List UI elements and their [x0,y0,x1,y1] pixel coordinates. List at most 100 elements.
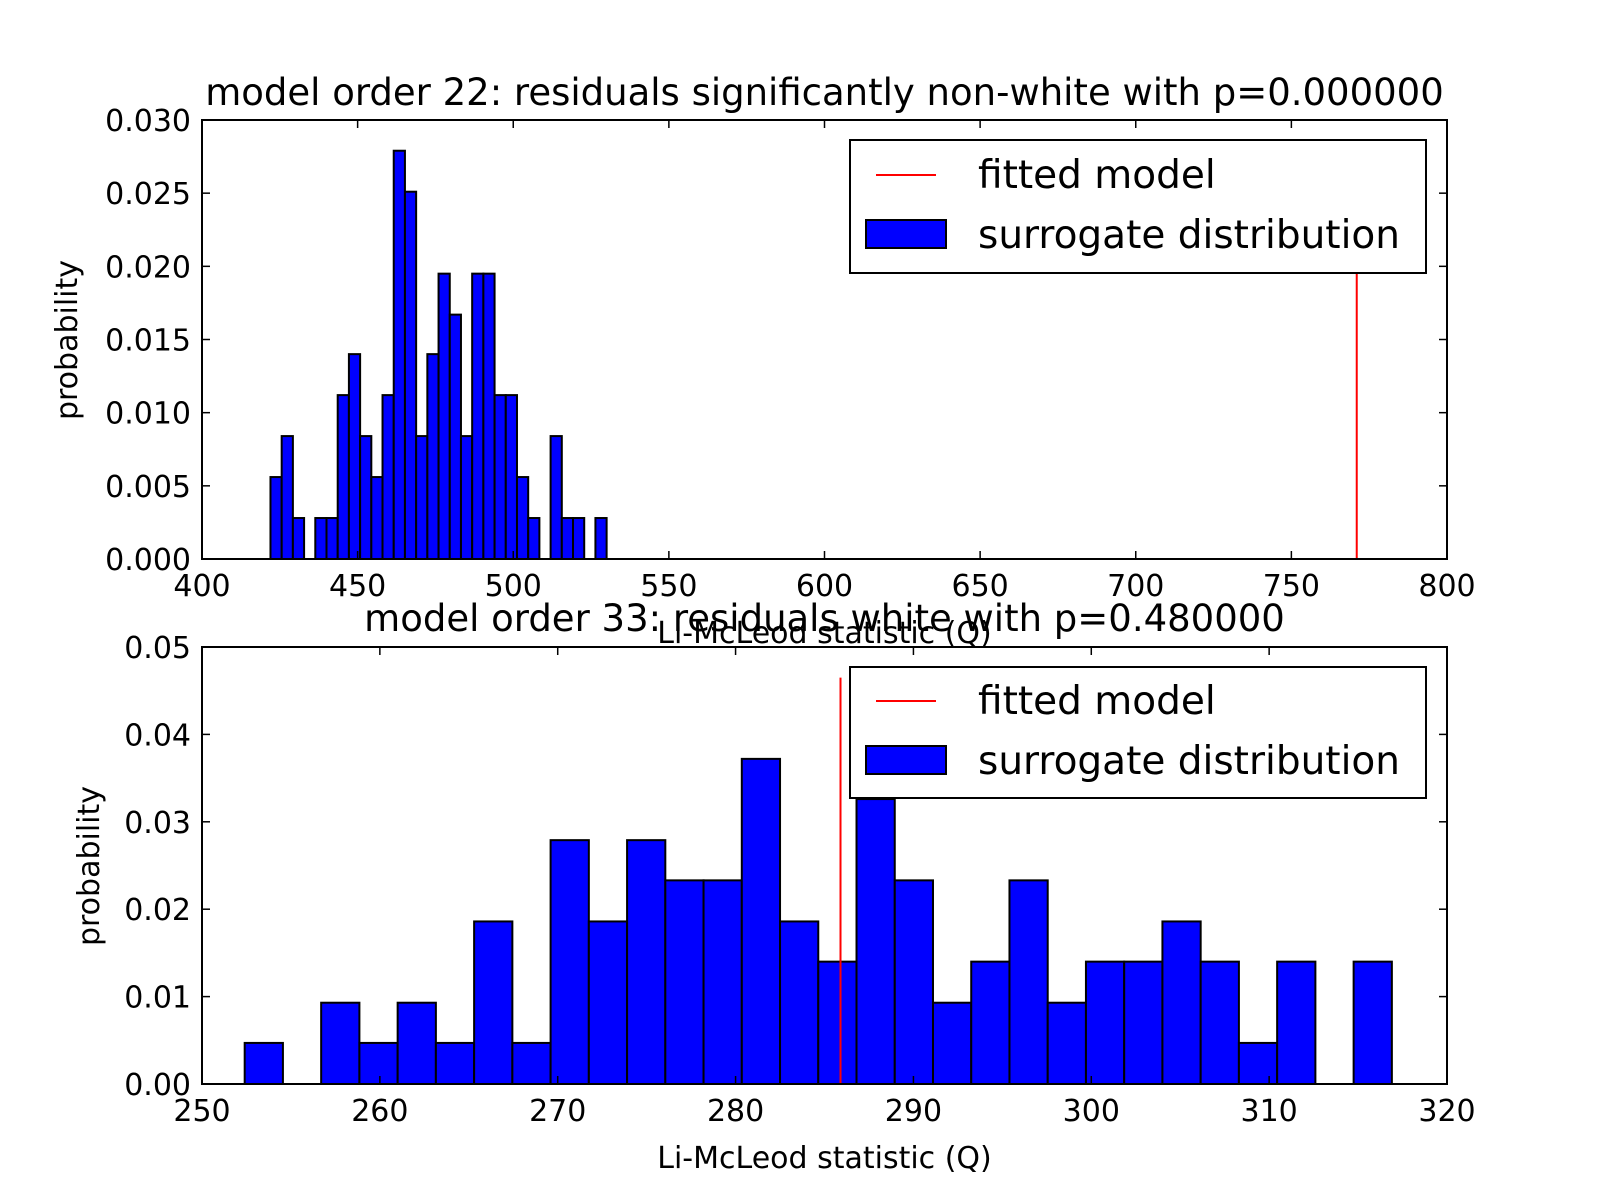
bars-panel-2 [243,757,1393,1086]
legend-label-fitted-model-panel-2: fitted model [978,679,1216,724]
y-tick-label: 0.05 [124,631,191,666]
histogram-bar [459,435,474,560]
histogram-bar [970,960,1011,1086]
histogram-bar [664,879,705,1085]
histogram-bar [1161,920,1202,1085]
histogram-bar [347,353,362,560]
histogram-bar [1123,960,1164,1086]
histogram-bar [392,149,406,560]
histogram-bar [358,1041,399,1085]
y-tick-label: 0.000 [105,543,191,578]
histogram-bar [549,839,590,1085]
chart-title-panel-2: model order 33: residuals white with p=0… [364,597,1285,640]
x-tick-label: 450 [329,569,386,604]
histogram-bar [549,435,563,560]
histogram-bar [320,1001,361,1086]
y-tick-label: 0.005 [105,470,191,505]
y-tick-label: 0.00 [124,1068,191,1103]
histogram-bar [572,517,586,561]
histogram-bar [527,517,541,561]
legend-label-surrogate-panel-1: surrogate distribution [978,213,1400,258]
histogram-bar [893,879,934,1085]
y-tick-label: 0.03 [124,806,191,841]
histogram-bar [426,353,440,560]
x-tick-label: 250 [173,1094,230,1129]
y-axis-label-panel-1: probability [50,260,85,420]
histogram-bar [855,798,896,1085]
legend-bar-swatch-panel-1 [865,219,947,249]
x-tick-label: 290 [885,1094,942,1129]
histogram-bar [473,920,514,1085]
histogram-bar [594,517,608,561]
legend-label-fitted-model-panel-1: fitted model [978,153,1216,198]
histogram-bar [314,517,328,561]
histogram-bar [325,517,339,561]
histogram-bar [280,435,294,560]
histogram-bar [434,1041,476,1085]
x-tick-label: 270 [529,1094,586,1129]
y-tick-label: 0.020 [105,250,191,285]
histogram-bar [448,313,462,560]
histogram-bar [437,272,451,560]
histogram-bar [817,960,858,1086]
plot-frame-panel-2 [201,646,1448,1085]
y-tick-label: 0.030 [105,104,191,139]
histogram-bar [359,435,373,560]
y-tick-label: 0.010 [105,397,191,432]
x-axis-label-panel-2: Li-McLeod statistic (Q) [657,1141,991,1176]
histogram-bar [1352,960,1393,1086]
x-tick-label: 300 [1063,1094,1120,1129]
x-tick-label: 700 [1107,569,1164,604]
chart-panel-1: 400 450 500 550 600 650 700 750 800 0.000 0.005 0.0… [50,71,1476,651]
chart-panel-2: 250 260 270 280 290 300 310 320 0.00 0.01 0.02 0.03… [72,597,1476,1176]
x-axis-label-panel-1: Li-McLeod statistic (Q) [657,616,991,651]
histogram-bar [587,920,629,1085]
x-tick-label: 400 [173,569,230,604]
histogram-bar [471,272,485,560]
legend-box-panel-2 [849,666,1427,799]
histogram-bar [740,757,782,1085]
y-tick-label: 0.04 [124,718,191,753]
histogram-bar [779,920,820,1085]
histogram-bar [482,272,496,560]
ticks-panel-2: 250 260 270 280 290 300 310 320 0.00 0.01 0.02 0.03… [124,631,1475,1129]
y-tick-label: 0.025 [105,177,191,212]
x-tick-label: 600 [796,569,853,604]
x-tick-label: 650 [951,569,1008,604]
legend-box-panel-1 [849,139,1427,274]
x-tick-label: 500 [485,569,542,604]
x-tick-label: 320 [1418,1094,1475,1129]
x-tick-label: 260 [351,1094,408,1129]
x-tick-label: 750 [1263,569,1320,604]
histogram-bar [702,879,743,1085]
chart-title-panel-1: model order 22: residuals significantly … [205,71,1444,114]
histogram-bar [381,394,395,560]
histogram-bar [931,1001,973,1086]
histogram-bar [560,517,575,561]
histogram-bar [415,435,429,560]
x-tick-label: 310 [1241,1094,1298,1129]
histogram-bar [336,394,350,560]
histogram-bar [626,839,667,1085]
histogram-bar [370,476,384,561]
histogram-bar [269,476,283,561]
x-tick-label: 280 [707,1094,764,1129]
legend-panel-2: fitted model surrogate distribution [849,666,1427,799]
y-axis-label-panel-2: probability [72,786,107,946]
legend-label-surrogate-panel-2: surrogate distribution [978,739,1400,784]
histogram-bar [515,476,530,561]
histogram-bar [1008,879,1049,1085]
histogram-bar [403,190,418,560]
histogram-bar [1237,1041,1279,1085]
y-tick-label: 0.02 [124,893,191,928]
y-tick-label: 0.015 [105,324,191,359]
histogram-bar [396,1001,437,1086]
legend-panel-1: fitted model surrogate distribution [849,139,1427,274]
histogram-bar [291,517,306,561]
y-tick-label: 0.01 [124,981,191,1016]
histogram-bar [1276,960,1317,1086]
histogram-bar [243,1041,284,1085]
histogram-bar [1046,1001,1087,1086]
histogram-bar [1199,960,1240,1086]
